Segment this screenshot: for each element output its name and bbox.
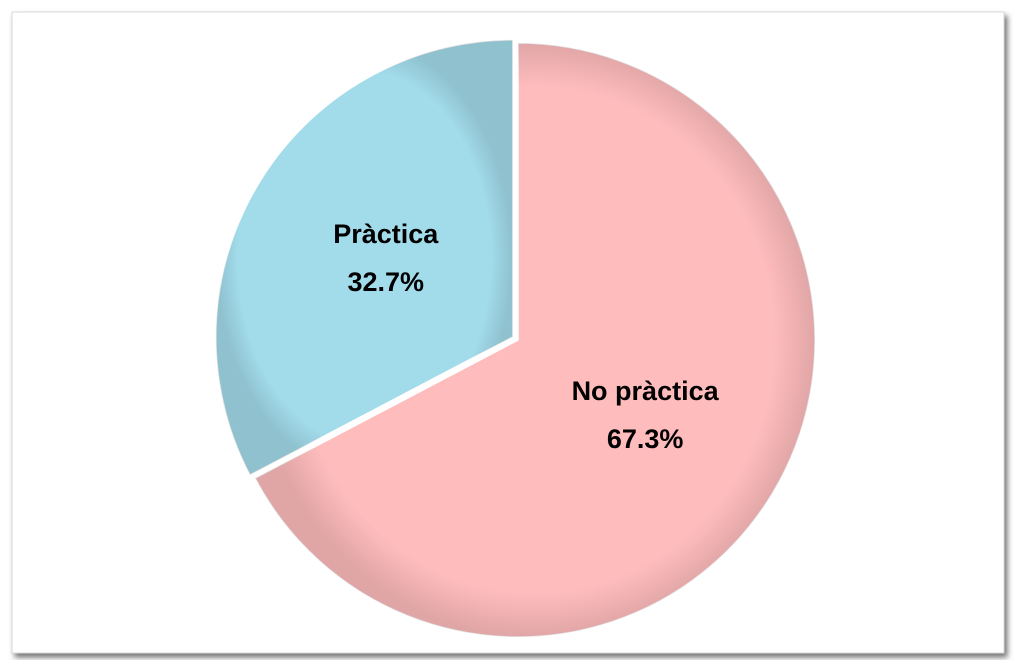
slice-label: No pràctica 67.3%: [572, 376, 720, 454]
slice-label: Pràctica 32.7%: [333, 219, 439, 297]
category-label: Pràctica: [333, 219, 439, 249]
value-label: 67.3%: [607, 424, 684, 454]
category-label: No pràctica: [572, 376, 720, 406]
value-label: 32.7%: [347, 267, 424, 297]
